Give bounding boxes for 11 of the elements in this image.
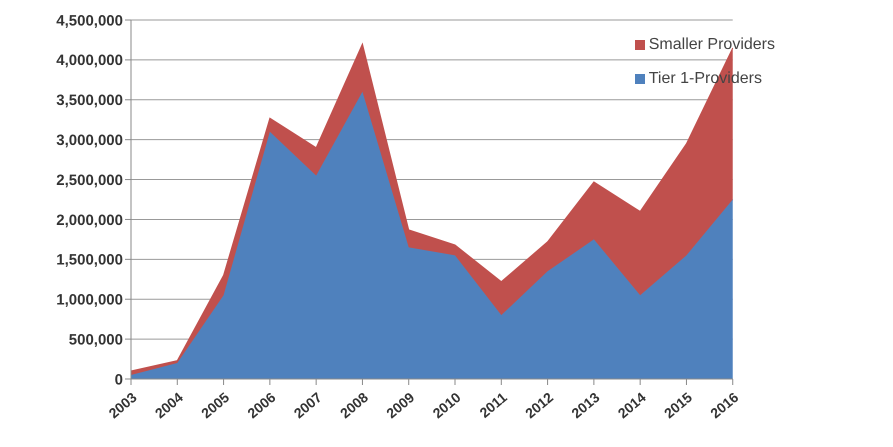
y-tick-label: 2,500,000: [56, 172, 123, 189]
y-tick-label: 3,000,000: [56, 132, 123, 149]
legend-label: Smaller Providers: [648, 36, 775, 54]
y-tick-label: 0: [114, 371, 123, 388]
y-tick-label: 500,000: [68, 331, 123, 348]
y-tick-label: 1,000,000: [56, 292, 123, 309]
y-tick-label: 3,500,000: [56, 92, 123, 110]
y-tick-label: 2,000,000: [56, 212, 123, 229]
y-tick-label: 4,500,000: [56, 12, 123, 30]
y-tick-label: 1,500,000: [56, 252, 123, 269]
y-tick-label: 4,000,000: [56, 52, 123, 70]
